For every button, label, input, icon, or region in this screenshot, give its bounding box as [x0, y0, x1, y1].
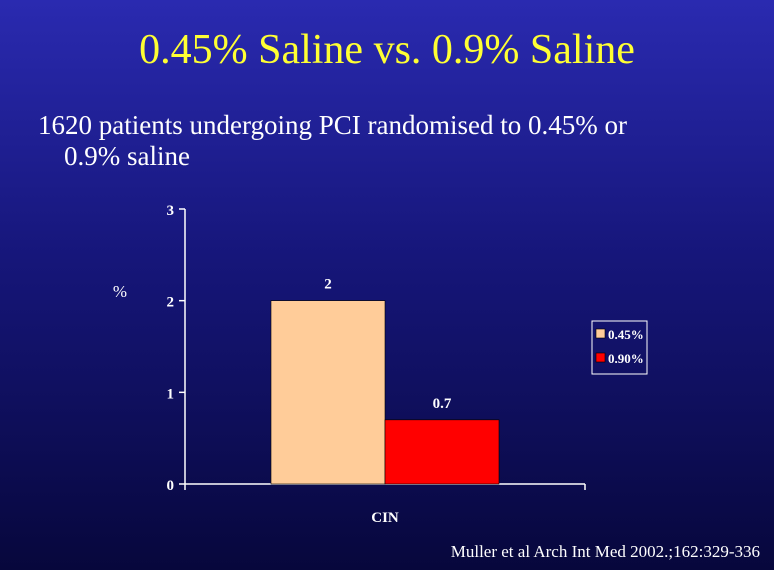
- slide-title: 0.45% Saline vs. 0.9% Saline: [139, 27, 635, 73]
- legend-swatch: [595, 352, 606, 363]
- bullet-text: 1620 patients undergoing PCI randomised …: [38, 110, 738, 172]
- data-label: 2: [324, 277, 332, 293]
- bar-0.45%: [270, 300, 386, 485]
- x-category-label: CIN: [371, 510, 399, 526]
- bar-0.90%: [384, 419, 500, 485]
- bullet-line-2: 0.9% saline: [64, 141, 190, 171]
- citation: Muller et al Arch Int Med 2002.;162:329-…: [450, 542, 760, 561]
- legend-label: 0.45%: [608, 327, 644, 342]
- data-label: 0.7: [433, 396, 452, 412]
- legend-box: [591, 320, 648, 375]
- y-tick-label: 0: [167, 478, 175, 494]
- legend-label: 0.90%: [608, 351, 644, 366]
- y-tick-label: 1: [167, 386, 175, 402]
- bullet-line-1: 1620 patients undergoing PCI randomised …: [38, 110, 627, 140]
- y-tick-label: 2: [167, 295, 175, 311]
- legend-swatch: [595, 328, 606, 339]
- y-axis-label: %: [113, 282, 127, 301]
- y-tick-label: 3: [167, 203, 175, 219]
